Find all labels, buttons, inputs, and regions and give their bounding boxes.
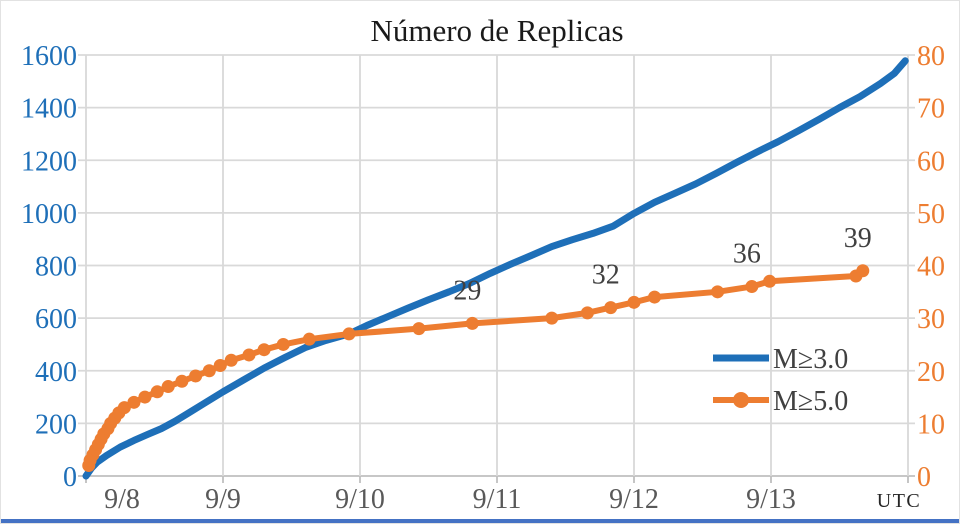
y-right-tick-label: 0 [917, 462, 931, 493]
m5-data-marker [202, 364, 216, 378]
legend-m3-label: M≥3.0 [773, 344, 848, 375]
y-left-tick-label: 1600 [21, 41, 77, 72]
m5-data-marker [302, 332, 316, 346]
data-point-annotation: 32 [592, 260, 620, 291]
m5-data-marker [627, 295, 641, 309]
m5-data-marker [175, 374, 189, 388]
data-point-annotation: 39 [844, 223, 872, 254]
x-tick-label: 9/9 [205, 484, 241, 515]
y-left-tick-label: 400 [35, 357, 77, 388]
legend-m5-marker-swatch [733, 392, 749, 408]
x-tick-label: 9/10 [335, 484, 385, 515]
x-tick-label: 9/11 [473, 484, 522, 515]
annotations: 29 32 36 39 [453, 223, 871, 307]
x-tick-label: 9/12 [609, 484, 659, 515]
y-left-tick-label: 0 [63, 462, 77, 493]
chart-title: Número de Replicas [370, 13, 623, 48]
y-left-tick-label: 200 [35, 409, 77, 440]
m5-data-marker [257, 343, 271, 357]
y-right-tick-label: 80 [917, 41, 945, 72]
y-right-tick-label: 50 [917, 199, 945, 230]
m5-data-marker [127, 395, 141, 409]
y-right-tick-label: 60 [917, 146, 945, 177]
y-right-tick-label: 10 [917, 409, 945, 440]
series-m3 [82, 57, 909, 480]
m5-data-marker [648, 290, 662, 304]
x-tick-label: 9/13 [746, 484, 796, 515]
legend-m5-label: M≥5.0 [773, 386, 848, 417]
data-point-annotation: 29 [453, 275, 481, 306]
y-left-tick-label: 1200 [21, 146, 77, 177]
m5-data-marker [412, 322, 426, 336]
m5-data-marker [745, 280, 759, 294]
m5-data-marker [604, 301, 618, 315]
y-left-tick-label: 1000 [21, 199, 77, 230]
tick-labels: 0 200 400 600 800 1000 1200 1400 1600 0 10 20 30 40 50… [21, 41, 945, 515]
m3-series-line [82, 57, 909, 480]
y-right-tick-label: 20 [917, 357, 945, 388]
m5-data-marker [213, 358, 227, 372]
m5-data-marker [856, 264, 870, 278]
m5-data-marker [465, 316, 479, 330]
m5-data-marker [545, 311, 559, 325]
m5-data-marker [276, 337, 290, 351]
legend: M≥3.0 M≥5.0 [713, 344, 848, 417]
bottom-blue-bar [1, 519, 959, 523]
m5-data-marker [150, 385, 164, 399]
m5-data-marker [189, 369, 203, 383]
x-tick-label: 9/8 [104, 484, 140, 515]
series-m5 [82, 264, 870, 472]
m5-data-marker [342, 327, 356, 341]
m5-data-marker [224, 353, 238, 367]
axis-ticks [85, 476, 909, 483]
y-right-tick-label: 40 [917, 252, 945, 283]
m5-data-marker [580, 306, 594, 320]
y-left-tick-label: 1400 [21, 94, 77, 125]
y-right-tick-label: 30 [917, 304, 945, 335]
m5-data-marker [763, 274, 777, 288]
y-left-tick-label: 600 [35, 304, 77, 335]
m5-data-marker [161, 380, 175, 394]
data-point-annotation: 36 [733, 239, 761, 270]
m5-data-marker [138, 390, 152, 404]
x-axis-unit-label: UTC [877, 490, 922, 512]
y-right-tick-label: 70 [917, 94, 945, 125]
m5-data-marker [117, 401, 131, 415]
m5-data-marker [711, 285, 725, 299]
y-left-tick-label: 800 [35, 252, 77, 283]
m5-data-marker [242, 348, 256, 362]
